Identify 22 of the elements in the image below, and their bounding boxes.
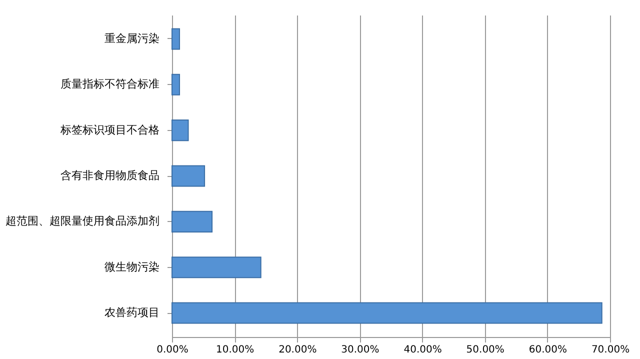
bar: [172, 302, 602, 324]
y-tick-label: 超范围、超限量使用食品添加剂: [6, 214, 160, 228]
bar: [172, 74, 180, 96]
x-tick-label: 70.00%: [591, 344, 630, 356]
bar: [172, 120, 189, 142]
y-tick-label: 标签标识项目不合格: [60, 123, 160, 136]
x-tick-label: 10.00%: [216, 344, 254, 356]
x-tick-label: 20.00%: [278, 344, 317, 356]
bar: [172, 28, 180, 50]
y-tick-label: 农兽药项目: [104, 306, 160, 320]
x-tick-label: 60.00%: [528, 344, 567, 356]
bar: [172, 165, 206, 187]
x-tick-label: 50.00%: [466, 344, 504, 356]
y-tick-label: 微生物污染: [104, 260, 160, 274]
x-tick-label: 30.00%: [341, 344, 380, 356]
y-tick-label: 质量指标不符合标准: [60, 78, 160, 91]
x-tick-label: 40.00%: [404, 344, 442, 356]
y-tick-label: 重金属污染: [104, 32, 160, 45]
bar: [172, 256, 262, 278]
y-tick-label: 含有非食用物质食品: [60, 169, 160, 182]
x-tick-label: 0.00%: [156, 344, 188, 356]
bar: [172, 210, 213, 232]
